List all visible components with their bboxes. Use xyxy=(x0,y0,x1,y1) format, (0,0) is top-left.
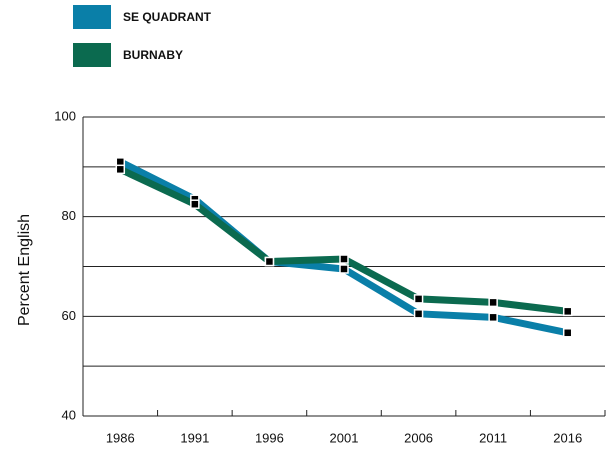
point-marker xyxy=(115,164,126,175)
y-tick-label: 100 xyxy=(54,108,76,123)
x-tick-label: 1996 xyxy=(255,430,284,445)
point-marker xyxy=(264,256,275,267)
point-marker xyxy=(413,294,424,304)
x-tick-label: 1991 xyxy=(180,430,209,445)
y-tick-label: 80 xyxy=(62,208,76,223)
x-tick-label: 1986 xyxy=(106,430,135,445)
y-axis-label: Percent English xyxy=(16,214,33,326)
series-line xyxy=(118,158,569,337)
point-marker xyxy=(488,312,498,323)
point-marker xyxy=(562,306,573,317)
point-marker xyxy=(562,328,573,338)
x-tick-label: 2016 xyxy=(553,430,582,445)
point-marker xyxy=(339,254,349,264)
x-tick-label: 2006 xyxy=(404,430,433,445)
legend-swatch xyxy=(73,5,111,29)
y-tick-label: 40 xyxy=(62,407,76,422)
legend-swatch xyxy=(73,43,111,67)
x-tick-label: 2001 xyxy=(330,430,359,445)
legend-label: SE QUADRANT xyxy=(123,10,212,24)
legend-label: BURNABY xyxy=(123,48,183,62)
y-tick-label: 60 xyxy=(62,308,76,323)
point-marker xyxy=(339,264,349,274)
point-marker xyxy=(190,199,200,209)
point-marker xyxy=(413,309,424,319)
point-marker xyxy=(488,297,498,308)
series-line xyxy=(118,166,569,315)
x-tick-label: 2011 xyxy=(479,430,507,445)
